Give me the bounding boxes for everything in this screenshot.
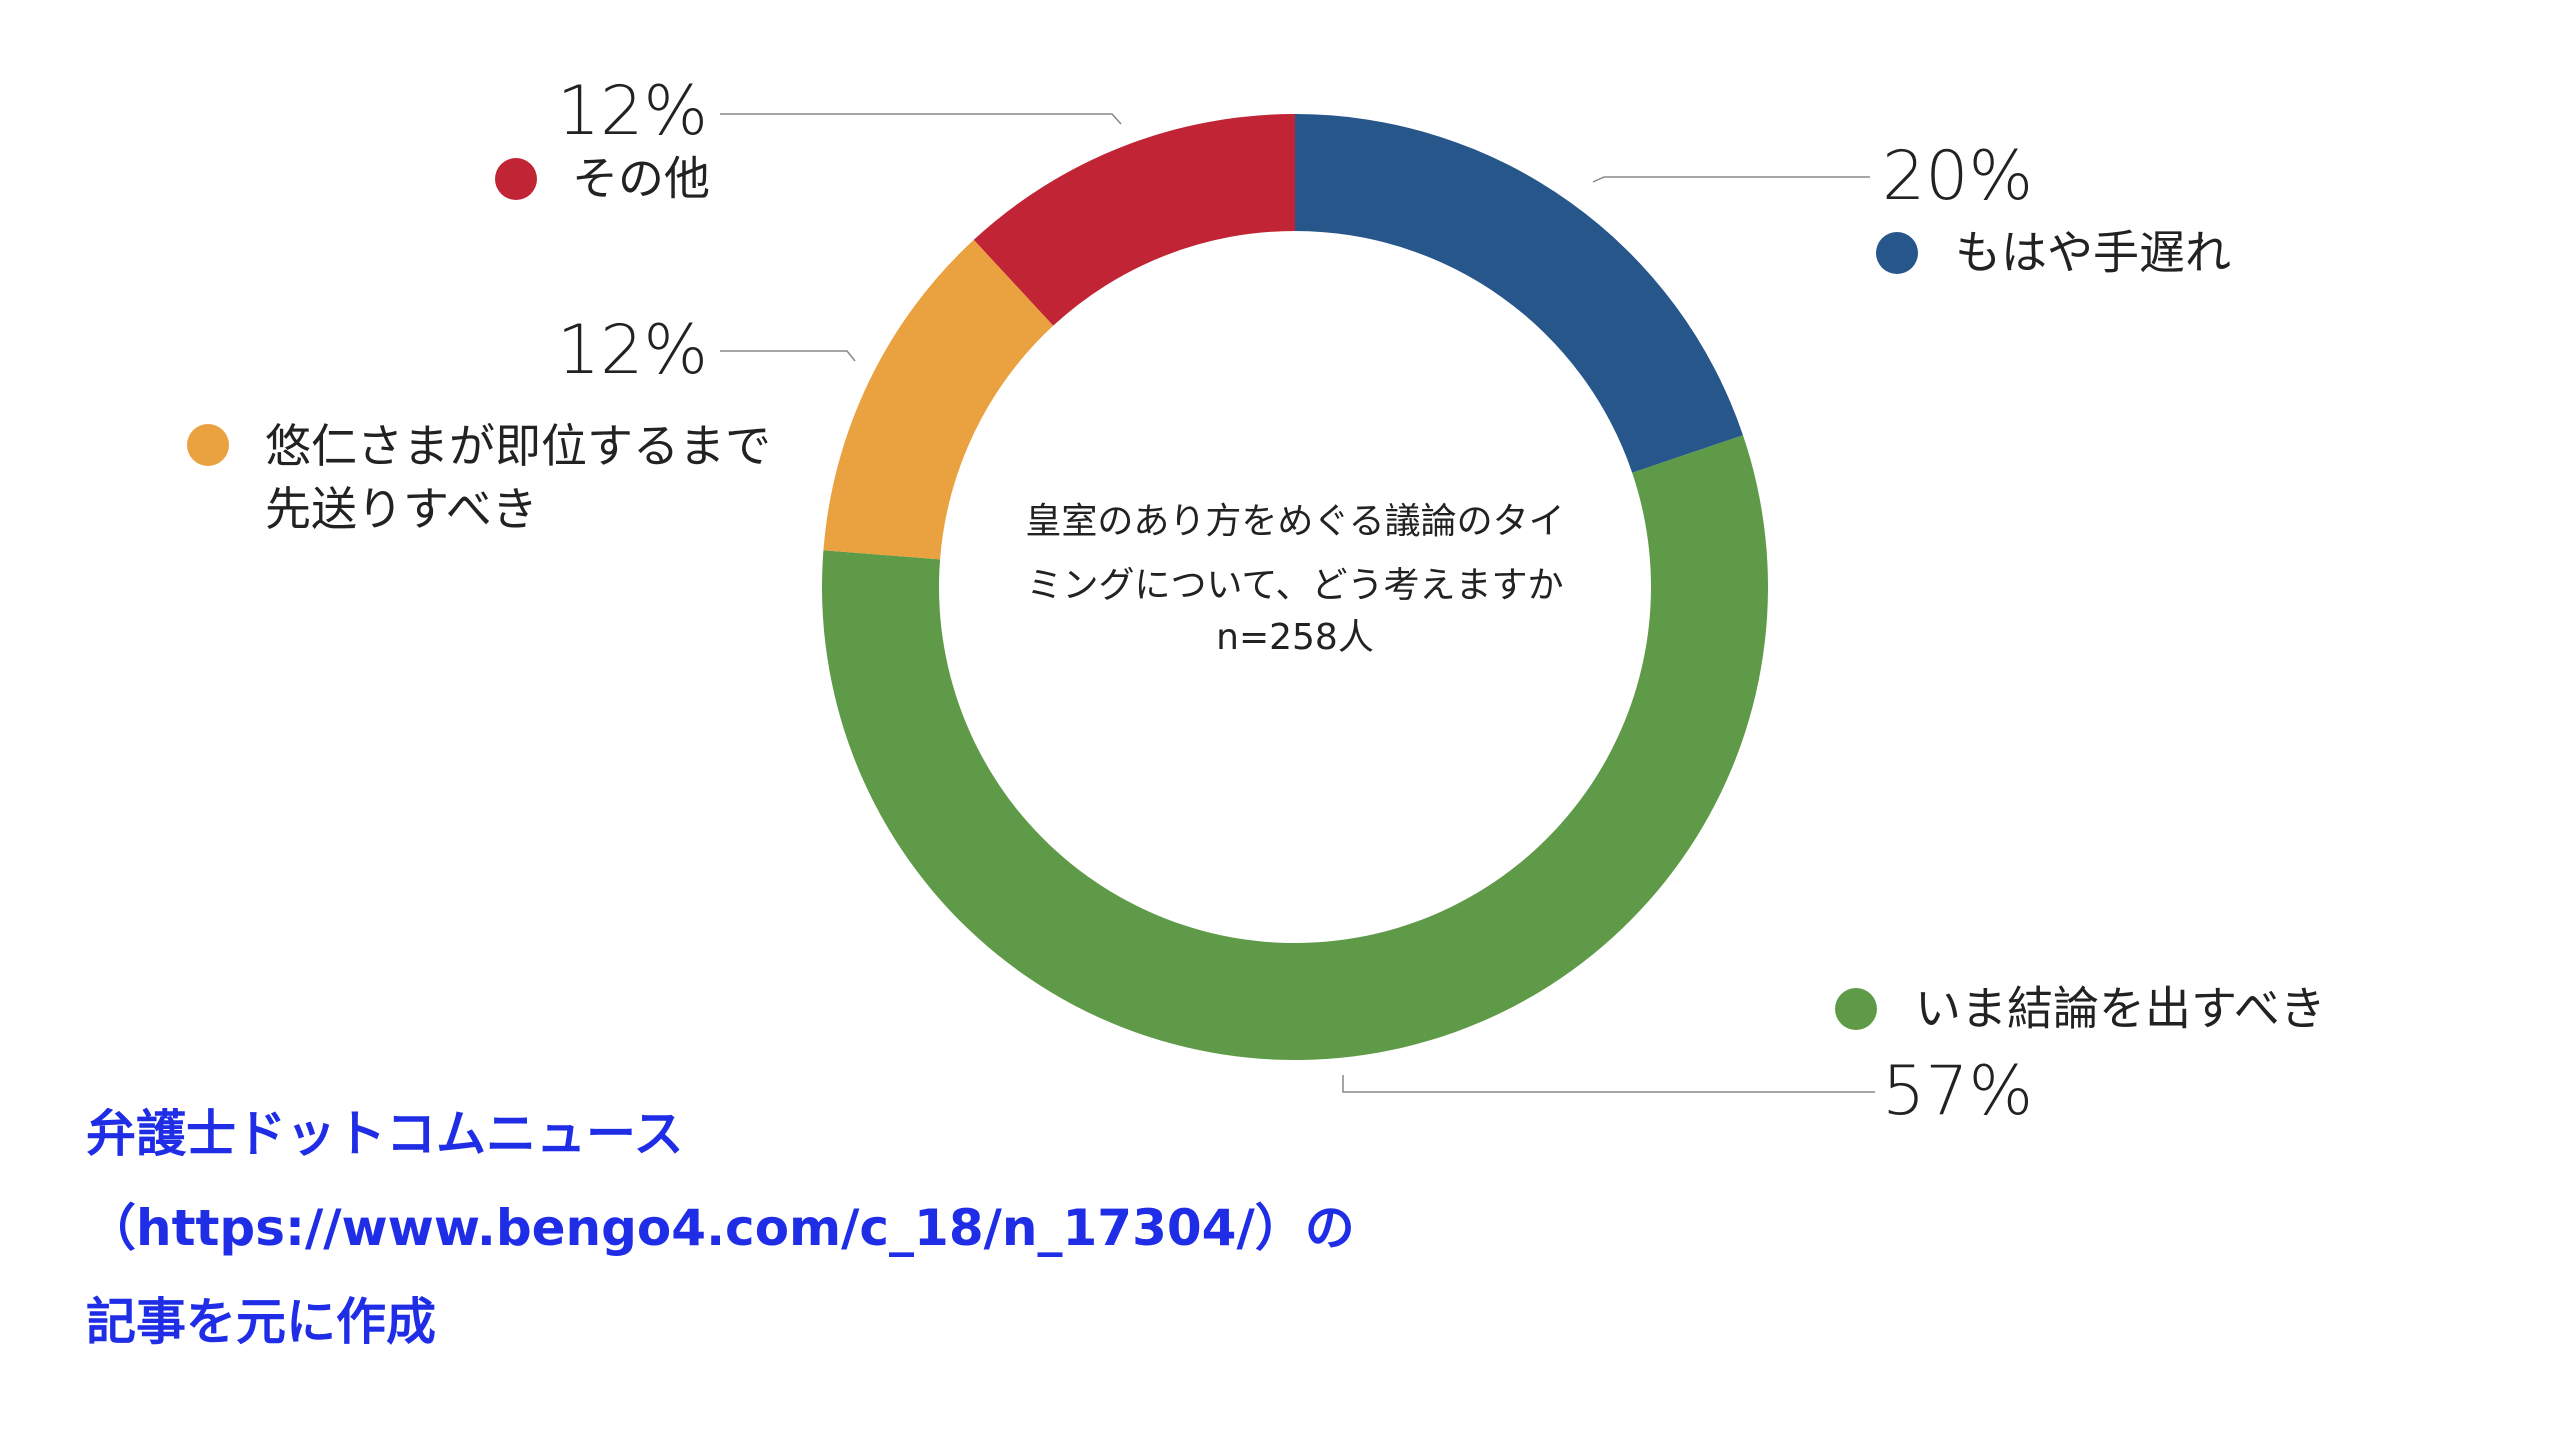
data-label: 57% xyxy=(1882,1052,2034,1131)
donut-segment xyxy=(823,239,1054,560)
legend-label: 悠仁さまが即位するまで 先送りすべき xyxy=(265,419,771,536)
leader-line xyxy=(720,113,1122,125)
legend-label: その他 xyxy=(572,151,710,206)
source-text: 弁護士ドットコムニュース xyxy=(86,1105,684,1163)
chart-title: 皇室のあり方をめぐる議論のタイ ミングについて、どう考えますか xyxy=(1025,501,1565,606)
legend-marker xyxy=(1876,232,1918,274)
donut-segment xyxy=(1295,114,1743,473)
leader-line xyxy=(1592,176,1870,183)
legend-label: もはや手遅れ xyxy=(1955,225,2231,280)
legend-marker xyxy=(1835,988,1877,1030)
donut-segment xyxy=(822,435,1769,1061)
legend-marker xyxy=(495,158,537,200)
source-text: （https://www.bengo4.com/c_18/n_17304/）の xyxy=(86,1199,1355,1257)
leader-line xyxy=(720,350,856,362)
source-text: 記事を元に作成 xyxy=(86,1293,436,1351)
leader-line xyxy=(1342,1075,1875,1093)
data-label: 12% xyxy=(556,311,708,390)
data-label: 12% xyxy=(556,72,708,151)
donut-segment xyxy=(973,114,1295,326)
legend-label: いま結論を出すべき xyxy=(1915,981,2326,1036)
data-label: 20% xyxy=(1882,137,2034,216)
legend-marker xyxy=(187,424,229,466)
chart-subtitle: n=258人 xyxy=(1216,617,1374,658)
